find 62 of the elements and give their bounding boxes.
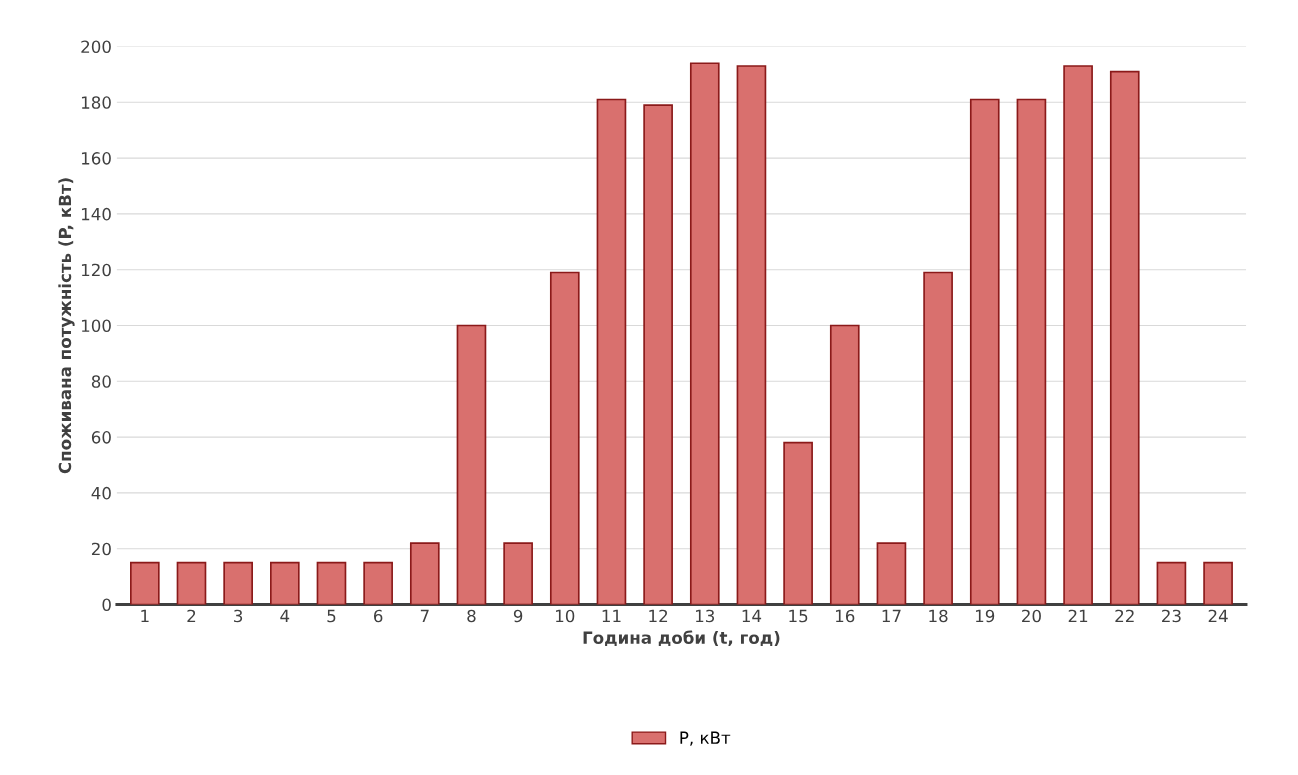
bar — [176, 561, 207, 605]
bar — [689, 62, 720, 605]
bar — [969, 98, 1000, 605]
x-tick-label: 4 — [280, 609, 290, 623]
x-tick-label: 14 — [742, 609, 762, 623]
x-tick-label: 20 — [1022, 609, 1041, 623]
y-tick-label: 20 — [91, 542, 111, 556]
x-tick-label: 16 — [836, 609, 855, 623]
y-tick-label: 40 — [91, 486, 111, 500]
x-tick-label: 11 — [602, 609, 621, 623]
x-tick-label: 6 — [374, 609, 383, 623]
x-tick-label: 18 — [929, 609, 948, 623]
bar — [363, 561, 393, 605]
bar — [736, 65, 767, 605]
legend-label: P, кВт — [680, 731, 731, 746]
bar — [829, 324, 860, 605]
bar — [269, 561, 300, 605]
x-tick-label: 5 — [327, 609, 336, 623]
x-tick-label: 19 — [975, 609, 995, 623]
x-tick-label: 3 — [234, 609, 243, 623]
bar — [503, 542, 533, 605]
bar — [1063, 65, 1093, 605]
y-tick-label: 120 — [81, 263, 111, 277]
x-tick-label: 22 — [1115, 609, 1134, 623]
x-tick-label: 8 — [467, 609, 476, 623]
y-tick-label: 0 — [102, 598, 111, 612]
y-tick-label: 160 — [81, 152, 111, 165]
bar — [783, 441, 813, 605]
x-tick-label: 23 — [1162, 609, 1181, 623]
x-tick-label: 12 — [649, 609, 668, 623]
x-tick-label: 17 — [882, 609, 901, 623]
bar — [643, 104, 673, 605]
y-tick-label: 60 — [91, 431, 111, 444]
bar — [1156, 561, 1187, 605]
y-tick-label: 80 — [91, 375, 111, 388]
x-tick-label: 13 — [696, 609, 715, 623]
y-tick-label: 100 — [81, 319, 111, 333]
bar — [129, 561, 160, 605]
x-tick-label: 15 — [789, 609, 808, 623]
y-tick-label: 200 — [81, 40, 111, 54]
bar — [1109, 70, 1140, 605]
x-tick-label: 7 — [420, 609, 429, 623]
bar — [456, 324, 487, 605]
bar — [923, 271, 953, 605]
bar — [223, 561, 253, 605]
x-tick-label: 24 — [1208, 609, 1228, 623]
x-axis-title: Година доби (t, год) — [583, 630, 780, 647]
bar — [1203, 561, 1233, 605]
x-tick-label: 9 — [513, 609, 523, 623]
y-axis-title: Споживана потужність (P, кВт) — [58, 178, 75, 474]
y-tick-label: 140 — [81, 207, 111, 221]
bar — [409, 542, 440, 605]
bar — [549, 271, 580, 605]
bar — [596, 98, 627, 605]
x-tick-label: 1 — [141, 609, 149, 623]
x-tick-label: 2 — [187, 609, 196, 623]
x-tick-label: 21 — [1068, 609, 1088, 623]
x-tick-label: 10 — [556, 609, 575, 623]
y-tick-label: 180 — [81, 96, 111, 109]
bar — [1016, 98, 1047, 605]
bar — [876, 542, 907, 605]
bar — [316, 561, 347, 605]
